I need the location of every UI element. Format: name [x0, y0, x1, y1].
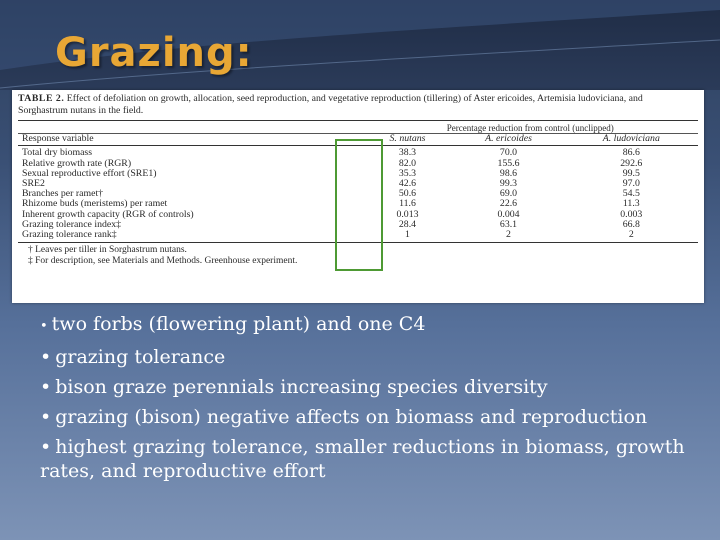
table-column-header: A. ericoides — [452, 134, 565, 147]
table-image-panel: TABLE 2. Effect of defoliation on growth… — [12, 90, 704, 303]
table-cell: Total dry biomass — [22, 147, 93, 159]
bullet-text: bison graze perennials increasing specie… — [55, 376, 548, 398]
table-cell: 11.3 — [622, 198, 640, 210]
table-footnote: † Leaves per tiller in Sorghastrum nutan… — [28, 245, 187, 256]
table-cell: 0.003 — [620, 208, 643, 220]
table-cell: 292.6 — [620, 157, 643, 169]
table-cell: 38.3 — [398, 147, 417, 159]
table-column-header: S. nutans — [362, 134, 453, 147]
table-cell: 66.8 — [622, 218, 640, 230]
bullet-text: two forbs (flowering plant) and one C4 — [51, 313, 426, 335]
table-cell: 99.3 — [499, 178, 518, 190]
table-row: Total dry biomass 38.3 70.0 86.6 — [18, 146, 698, 159]
table-column-header: A. ludoviciana — [564, 134, 698, 147]
table-cell: 22.6 — [499, 198, 518, 210]
table-cell: 28.4 — [398, 218, 417, 230]
table-cell: 70.0 — [499, 147, 518, 159]
table-cell: Relative growth rate (RGR) — [22, 157, 132, 169]
table-cell: SRE2 — [22, 178, 45, 190]
table-cell: Inherent growth capacity (RGR of control… — [22, 208, 194, 220]
table-group-spacer — [18, 119, 363, 135]
table-cell: 2 — [564, 230, 698, 244]
bullet-text: grazing (bison) negative affects on biom… — [55, 406, 648, 428]
table-caption: TABLE 2. Effect of defoliation on growth… — [18, 93, 690, 117]
bullet-dot-icon: • — [40, 346, 52, 368]
table-cell: Sexual reproductive effort (SRE1) — [22, 167, 157, 179]
table-row: Rhizome buds (meristems) per ramet 11.6 … — [18, 199, 698, 209]
table-cell: 86.6 — [622, 147, 640, 159]
table-caption-label: TABLE 2. — [18, 93, 65, 104]
bullet-text: grazing tolerance — [55, 346, 226, 368]
table-cell: Grazing tolerance rank‡ — [18, 230, 363, 244]
table-cell: 35.3 — [398, 167, 417, 179]
table-footnotes: † Leaves per tiller in Sorghastrum nutan… — [18, 245, 698, 267]
defoliation-effects-table: Percentage reduction from control (uncli… — [18, 119, 698, 244]
bullet-item: • highest grazing tolerance, smaller redu… — [40, 435, 700, 483]
bullet-dot-icon: • — [40, 376, 52, 398]
table-cell: 98.6 — [499, 167, 518, 179]
table-row: Relative growth rate (RGR) 82.0 155.6 29… — [18, 157, 698, 169]
table-group-header: Percentage reduction from control (uncli… — [362, 119, 698, 135]
bullet-text: highest grazing tolerance, smaller reduc… — [40, 436, 685, 482]
header-swoosh-decoration — [0, 0, 720, 89]
bullet-item: • grazing tolerance — [40, 345, 700, 369]
bullet-item: • two forbs (flowering plant) and one C4 — [40, 312, 700, 339]
table-cell: 42.6 — [398, 178, 417, 190]
table-column-header-row: Response variable S. nutans A. ericoides… — [18, 134, 698, 147]
table-cell: 50.6 — [398, 188, 417, 200]
table-row: Branches per ramet† 50.6 69.0 54.5 — [18, 189, 698, 199]
table-cell: 155.6 — [497, 157, 520, 169]
table-cell: 11.6 — [399, 198, 416, 210]
table-row: Inherent growth capacity (RGR of control… — [18, 208, 698, 220]
table-cell: 82.0 — [398, 157, 417, 169]
bullet-dot-icon: • — [40, 319, 48, 334]
table-cell: 54.5 — [622, 188, 640, 200]
table-caption-text: Effect of defoliation on growth, allocat… — [18, 93, 643, 116]
table-row: Sexual reproductive effort (SRE1) 35.3 9… — [18, 167, 698, 179]
bullet-item: • bison graze perennials increasing speci… — [40, 375, 700, 399]
table-cell: 0.004 — [497, 208, 520, 220]
table-row: Grazing tolerance rank‡ 1 2 2 — [18, 230, 698, 244]
table-cell: 99.5 — [622, 167, 640, 179]
bullet-item: • grazing (bison) negative affects on bio… — [40, 405, 700, 429]
table-cell: Branches per ramet† — [22, 188, 104, 200]
table-cell: 0.013 — [396, 208, 419, 220]
bullet-dot-icon: • — [40, 436, 52, 458]
table-cell: Rhizome buds (meristems) per ramet — [22, 198, 168, 210]
slide-title: Grazing: — [55, 30, 253, 76]
table-group-header-row: Percentage reduction from control (uncli… — [18, 119, 698, 135]
table-cell: 2 — [452, 230, 565, 244]
table-row: Grazing tolerance index‡ 28.4 63.1 66.8 — [18, 218, 698, 230]
table-cell: 63.1 — [499, 218, 518, 230]
bullet-dot-icon: • — [40, 406, 52, 428]
table-cell: 1 — [362, 230, 453, 244]
table-cell: Grazing tolerance index‡ — [22, 218, 122, 230]
table-row: SRE2 42.6 99.3 97.0 — [18, 178, 698, 190]
bullet-list: • two forbs (flowering plant) and one C4 … — [40, 312, 700, 489]
table-cell: 69.0 — [499, 188, 518, 200]
table-cell: 97.0 — [622, 178, 640, 190]
table-footnote: ‡ For description, see Materials and Met… — [28, 256, 298, 267]
table-column-header: Response variable — [18, 134, 363, 147]
